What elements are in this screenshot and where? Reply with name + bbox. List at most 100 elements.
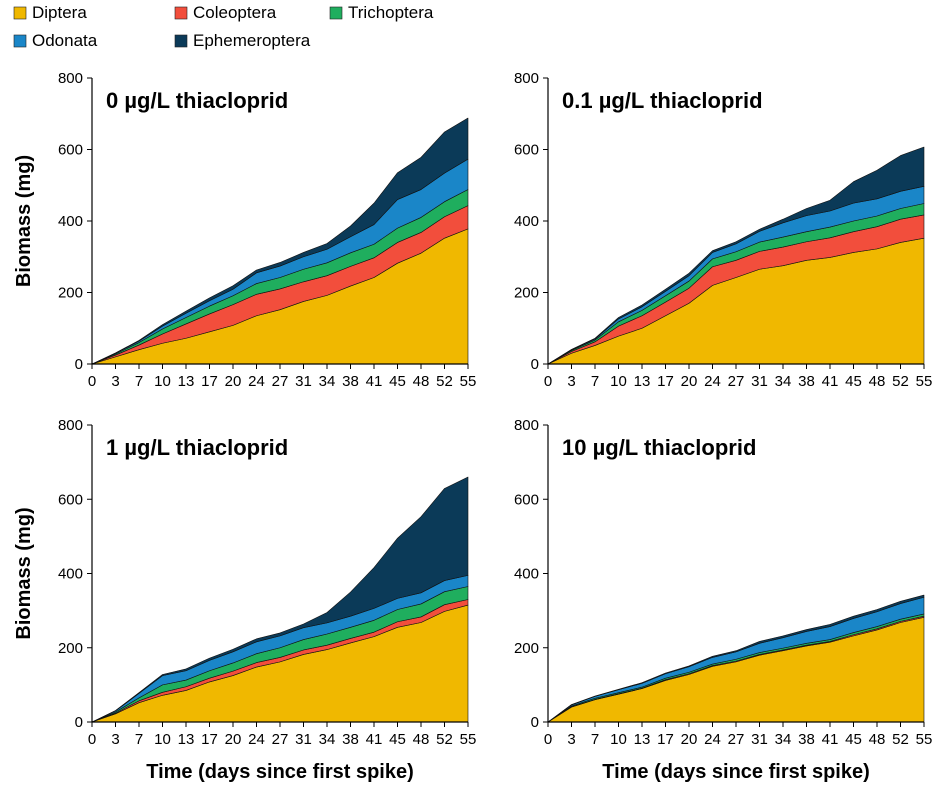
x-tick-label: 41 — [366, 731, 383, 748]
x-tick-label: 27 — [728, 373, 745, 390]
x-tick-label: 41 — [822, 373, 839, 390]
x-tick-label: 34 — [775, 731, 792, 748]
x-tick-label: 10 — [154, 373, 171, 390]
y-tick-label: 400 — [58, 213, 83, 230]
x-tick-label: 52 — [436, 373, 453, 390]
legend-label: Diptera — [32, 3, 87, 22]
legend-swatch — [13, 34, 27, 48]
x-tick-label: 45 — [845, 731, 862, 748]
legend-item-ephemeroptera: Ephemeroptera — [174, 31, 311, 50]
y-axis-title: Biomass (mg) — [13, 507, 35, 639]
x-tick-label: 45 — [389, 373, 406, 390]
x-tick-label: 20 — [681, 731, 698, 748]
y-tick-label: 400 — [514, 566, 539, 583]
y-tick-label: 0 — [531, 356, 539, 373]
x-tick-label: 48 — [413, 373, 430, 390]
x-tick-label: 24 — [704, 373, 721, 390]
x-tick-label: 17 — [657, 731, 674, 748]
legend-item-trichoptera: Trichoptera — [329, 3, 434, 22]
y-tick-label: 600 — [514, 491, 539, 508]
x-axis-title: Time (days since first spike) — [146, 761, 414, 783]
area-ephemeroptera — [547, 146, 925, 365]
legend-swatch — [13, 6, 27, 20]
x-tick-label: 7 — [135, 731, 143, 748]
panel-title: 10 µg/L thiacloprid — [562, 435, 756, 460]
x-tick-label: 38 — [342, 373, 359, 390]
x-tick-label: 55 — [460, 731, 477, 748]
x-tick-label: 31 — [751, 731, 768, 748]
x-tick-label: 27 — [272, 731, 289, 748]
x-tick-label: 0 — [88, 731, 96, 748]
y-tick-label: 800 — [58, 417, 83, 434]
legend-swatch — [174, 34, 188, 48]
y-tick-label: 0 — [531, 714, 539, 731]
y-tick-label: 600 — [514, 142, 539, 159]
x-tick-label: 7 — [135, 373, 143, 390]
area-diptera — [547, 617, 925, 723]
x-tick-label: 34 — [319, 373, 336, 390]
y-tick-label: 400 — [58, 566, 83, 583]
x-tick-label: 38 — [342, 731, 359, 748]
x-axis-title: Time (days since first spike) — [602, 761, 870, 783]
x-tick-label: 3 — [567, 731, 575, 748]
x-tick-label: 24 — [248, 373, 265, 390]
x-tick-label: 0 — [544, 731, 552, 748]
legend: Diptera Coleoptera Trichoptera Odonata Ephem… — [13, 3, 434, 50]
area-ephemeroptera — [91, 117, 469, 365]
x-tick-label: 10 — [610, 373, 627, 390]
legend-item-odonata: Odonata — [13, 31, 98, 50]
y-tick-label: 400 — [514, 213, 539, 230]
x-tick-label: 45 — [389, 731, 406, 748]
legend-label: Trichoptera — [348, 3, 434, 22]
x-tick-label: 34 — [319, 731, 336, 748]
x-tick-label: 3 — [111, 373, 119, 390]
x-tick-label: 41 — [366, 373, 383, 390]
x-tick-label: 0 — [88, 373, 96, 390]
x-tick-label: 55 — [916, 373, 933, 390]
x-tick-label: 27 — [272, 373, 289, 390]
x-tick-label: 17 — [201, 731, 218, 748]
x-tick-label: 34 — [775, 373, 792, 390]
x-tick-label: 55 — [460, 373, 477, 390]
y-tick-label: 600 — [58, 142, 83, 159]
x-tick-label: 52 — [892, 373, 909, 390]
y-tick-label: 800 — [514, 417, 539, 434]
x-tick-label: 48 — [869, 731, 886, 748]
x-tick-label: 24 — [704, 731, 721, 748]
x-tick-label: 17 — [657, 373, 674, 390]
x-tick-label: 10 — [610, 731, 627, 748]
legend-item-coleoptera: Coleoptera — [174, 3, 277, 22]
x-tick-label: 17 — [201, 373, 218, 390]
panel-title: 1 µg/L thiacloprid — [106, 435, 288, 460]
y-tick-label: 600 — [58, 491, 83, 508]
legend-item-diptera: Diptera — [13, 3, 87, 22]
y-axis-title: Biomass (mg) — [13, 155, 35, 287]
y-tick-label: 800 — [514, 70, 539, 87]
legend-label: Ephemeroptera — [193, 31, 311, 50]
x-tick-label: 13 — [178, 731, 195, 748]
x-tick-label: 48 — [413, 731, 430, 748]
y-tick-label: 800 — [58, 70, 83, 87]
x-tick-label: 55 — [916, 731, 933, 748]
x-tick-label: 3 — [567, 373, 575, 390]
legend-swatch — [174, 6, 188, 20]
x-tick-label: 0 — [544, 373, 552, 390]
x-tick-label: 52 — [892, 731, 909, 748]
x-tick-label: 38 — [798, 373, 815, 390]
y-tick-label: 200 — [514, 285, 539, 302]
x-tick-label: 13 — [634, 373, 651, 390]
panel-title: 0.1 µg/L thiacloprid — [562, 88, 763, 113]
x-tick-label: 31 — [295, 373, 312, 390]
x-tick-label: 45 — [845, 373, 862, 390]
area-ephemeroptera — [91, 476, 469, 723]
x-tick-label: 31 — [751, 373, 768, 390]
x-tick-label: 10 — [154, 731, 171, 748]
panel-title: 0 µg/L thiacloprid — [106, 88, 288, 113]
